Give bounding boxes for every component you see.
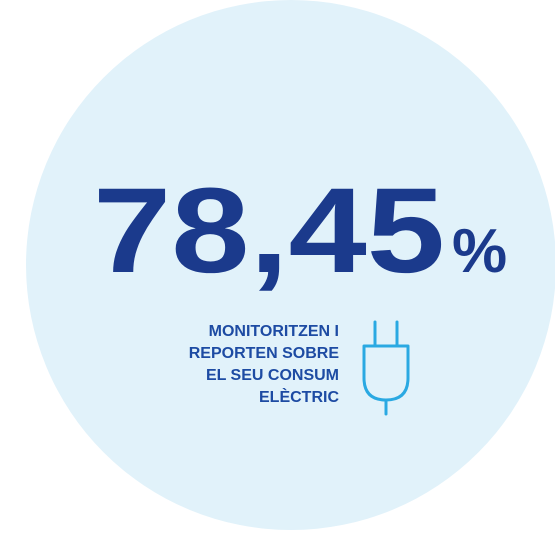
caption-line: EL SEU CONSUM [206,367,339,384]
plug-icon [362,320,410,416]
caption: MONITORITZEN I REPORTEN SOBRE EL SEU CONSU… [189,323,340,406]
caption-line: MONITORITZEN I [209,323,339,340]
background-circle [26,0,555,530]
stat-unit: % [452,217,507,286]
caption-line: REPORTEN SOBRE [189,345,340,362]
stat-value: 78,45 [93,162,445,298]
caption-line: ELÈCTRIC [259,387,339,406]
